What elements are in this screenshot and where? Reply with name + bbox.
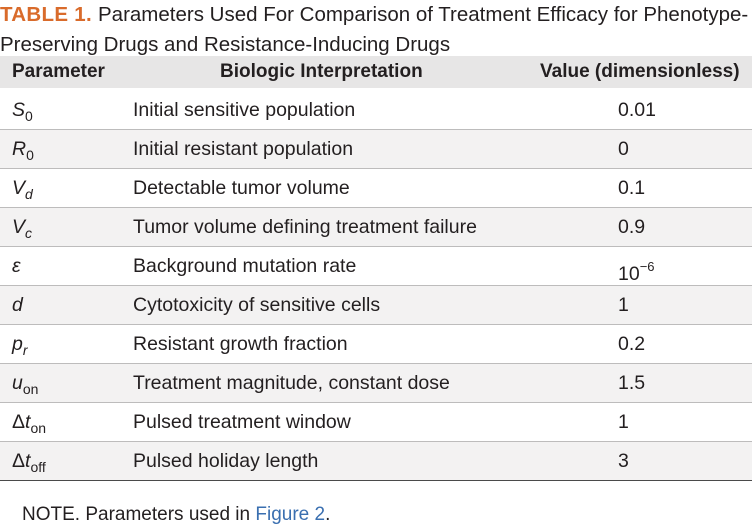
row-divider	[0, 285, 752, 286]
interpretation-cell: Background mutation rate	[133, 255, 357, 277]
symbol-subscript: off	[30, 459, 46, 475]
symbol: V	[12, 177, 26, 199]
table-row: Vd Detectable tumor volume 0.1	[0, 169, 752, 208]
parameter-symbol: d	[12, 286, 23, 325]
note-end: .	[325, 504, 331, 525]
row-divider	[0, 207, 752, 208]
symbol: S	[12, 99, 26, 121]
symbol-subscript: on	[30, 420, 47, 436]
interpretation-cell: Pulsed holiday length	[133, 450, 319, 472]
value-cell: 0.01	[618, 99, 656, 121]
symbol: ε	[12, 255, 21, 277]
symbol-subscript: d	[25, 186, 33, 202]
value-cell: 0.1	[618, 177, 646, 199]
symbol: Δt	[12, 411, 31, 433]
parameter-symbol: Δton	[12, 403, 46, 442]
interpretation-cell: Treatment magnitude, constant dose	[133, 372, 450, 394]
symbol: Δt	[12, 450, 31, 472]
interpretation-cell: Pulsed treatment window	[133, 411, 351, 433]
symbol: p	[12, 333, 23, 355]
value-cell: 1	[618, 294, 629, 316]
parameter-symbol: uon	[12, 364, 38, 403]
table-row: Vc Tumor volume defining treatment failur…	[0, 208, 752, 247]
value-cell: 0.9	[618, 216, 646, 238]
table-row: ε Background mutation rate 10−6	[0, 247, 752, 286]
header-value: Value (dimensionless)	[540, 61, 740, 82]
row-divider	[0, 480, 752, 481]
value-exponent: −6	[639, 259, 655, 274]
value-cell: 0	[618, 138, 629, 160]
symbol: u	[12, 372, 23, 394]
parameter-symbol: S0	[12, 91, 33, 130]
table-note: NOTE. Parameters used in Figure 2.	[22, 500, 330, 530]
table-row: uon Treatment magnitude, constant dose 1.5	[0, 364, 752, 403]
interpretation-cell: Initial sensitive population	[133, 99, 356, 121]
row-divider	[0, 246, 752, 247]
symbol: R	[12, 138, 27, 160]
table-label: TABLE 1.	[0, 3, 92, 26]
interpretation-cell: Tumor volume defining treatment failure	[133, 216, 477, 238]
value-cell: 0.2	[618, 333, 646, 355]
value-cell: 3	[618, 450, 629, 472]
header-interpretation: Biologic Interpretation	[220, 61, 423, 82]
value-cell: 1	[618, 411, 629, 433]
parameter-symbol: R0	[12, 130, 34, 169]
symbol: d	[12, 294, 23, 316]
row-divider	[0, 363, 752, 364]
table-row: R0 Initial resistant population 0	[0, 130, 752, 169]
row-divider	[0, 324, 752, 325]
interpretation-cell: Detectable tumor volume	[133, 177, 350, 199]
parameter-symbol: pr	[12, 325, 28, 364]
parameter-symbol: Δtoff	[12, 442, 46, 481]
symbol: V	[12, 216, 26, 238]
table-row: d Cytotoxicity of sensitive cells 1	[0, 286, 752, 325]
parameter-symbol: Vd	[12, 169, 33, 208]
symbol-subscript: c	[25, 225, 33, 241]
table-title: Parameters Used For Comparison of Treatm…	[0, 3, 749, 56]
symbol-subscript: 0	[26, 147, 34, 163]
note-text: NOTE. Parameters used in	[22, 504, 256, 525]
table-header	[0, 56, 752, 88]
table-caption: TABLE 1. Parameters Used For Comparison o…	[0, 0, 752, 60]
row-divider	[0, 441, 752, 442]
row-divider	[0, 402, 752, 403]
interpretation-cell: Cytotoxicity of sensitive cells	[133, 294, 381, 316]
figure-link[interactable]: Figure 2	[255, 504, 326, 525]
value-cell: 1.5	[618, 372, 646, 394]
header-parameter: Parameter	[12, 61, 105, 82]
parameter-symbol: ε	[12, 247, 21, 286]
table-row: pr Resistant growth fraction 0.2	[0, 325, 752, 364]
row-divider	[0, 168, 752, 169]
table-row: Δton Pulsed treatment window 1	[0, 403, 752, 442]
symbol-subscript: r	[22, 342, 28, 358]
symbol-subscript: on	[22, 381, 39, 397]
table-row: Δtoff Pulsed holiday length 3	[0, 442, 752, 481]
row-divider	[0, 129, 752, 130]
symbol-subscript: 0	[25, 108, 33, 124]
value-cell: 10−6	[618, 259, 655, 285]
parameter-symbol: Vc	[12, 208, 32, 247]
interpretation-cell: Initial resistant population	[133, 138, 354, 160]
table-row: S0 Initial sensitive population 0.01	[0, 91, 752, 130]
interpretation-cell: Resistant growth fraction	[133, 333, 348, 355]
